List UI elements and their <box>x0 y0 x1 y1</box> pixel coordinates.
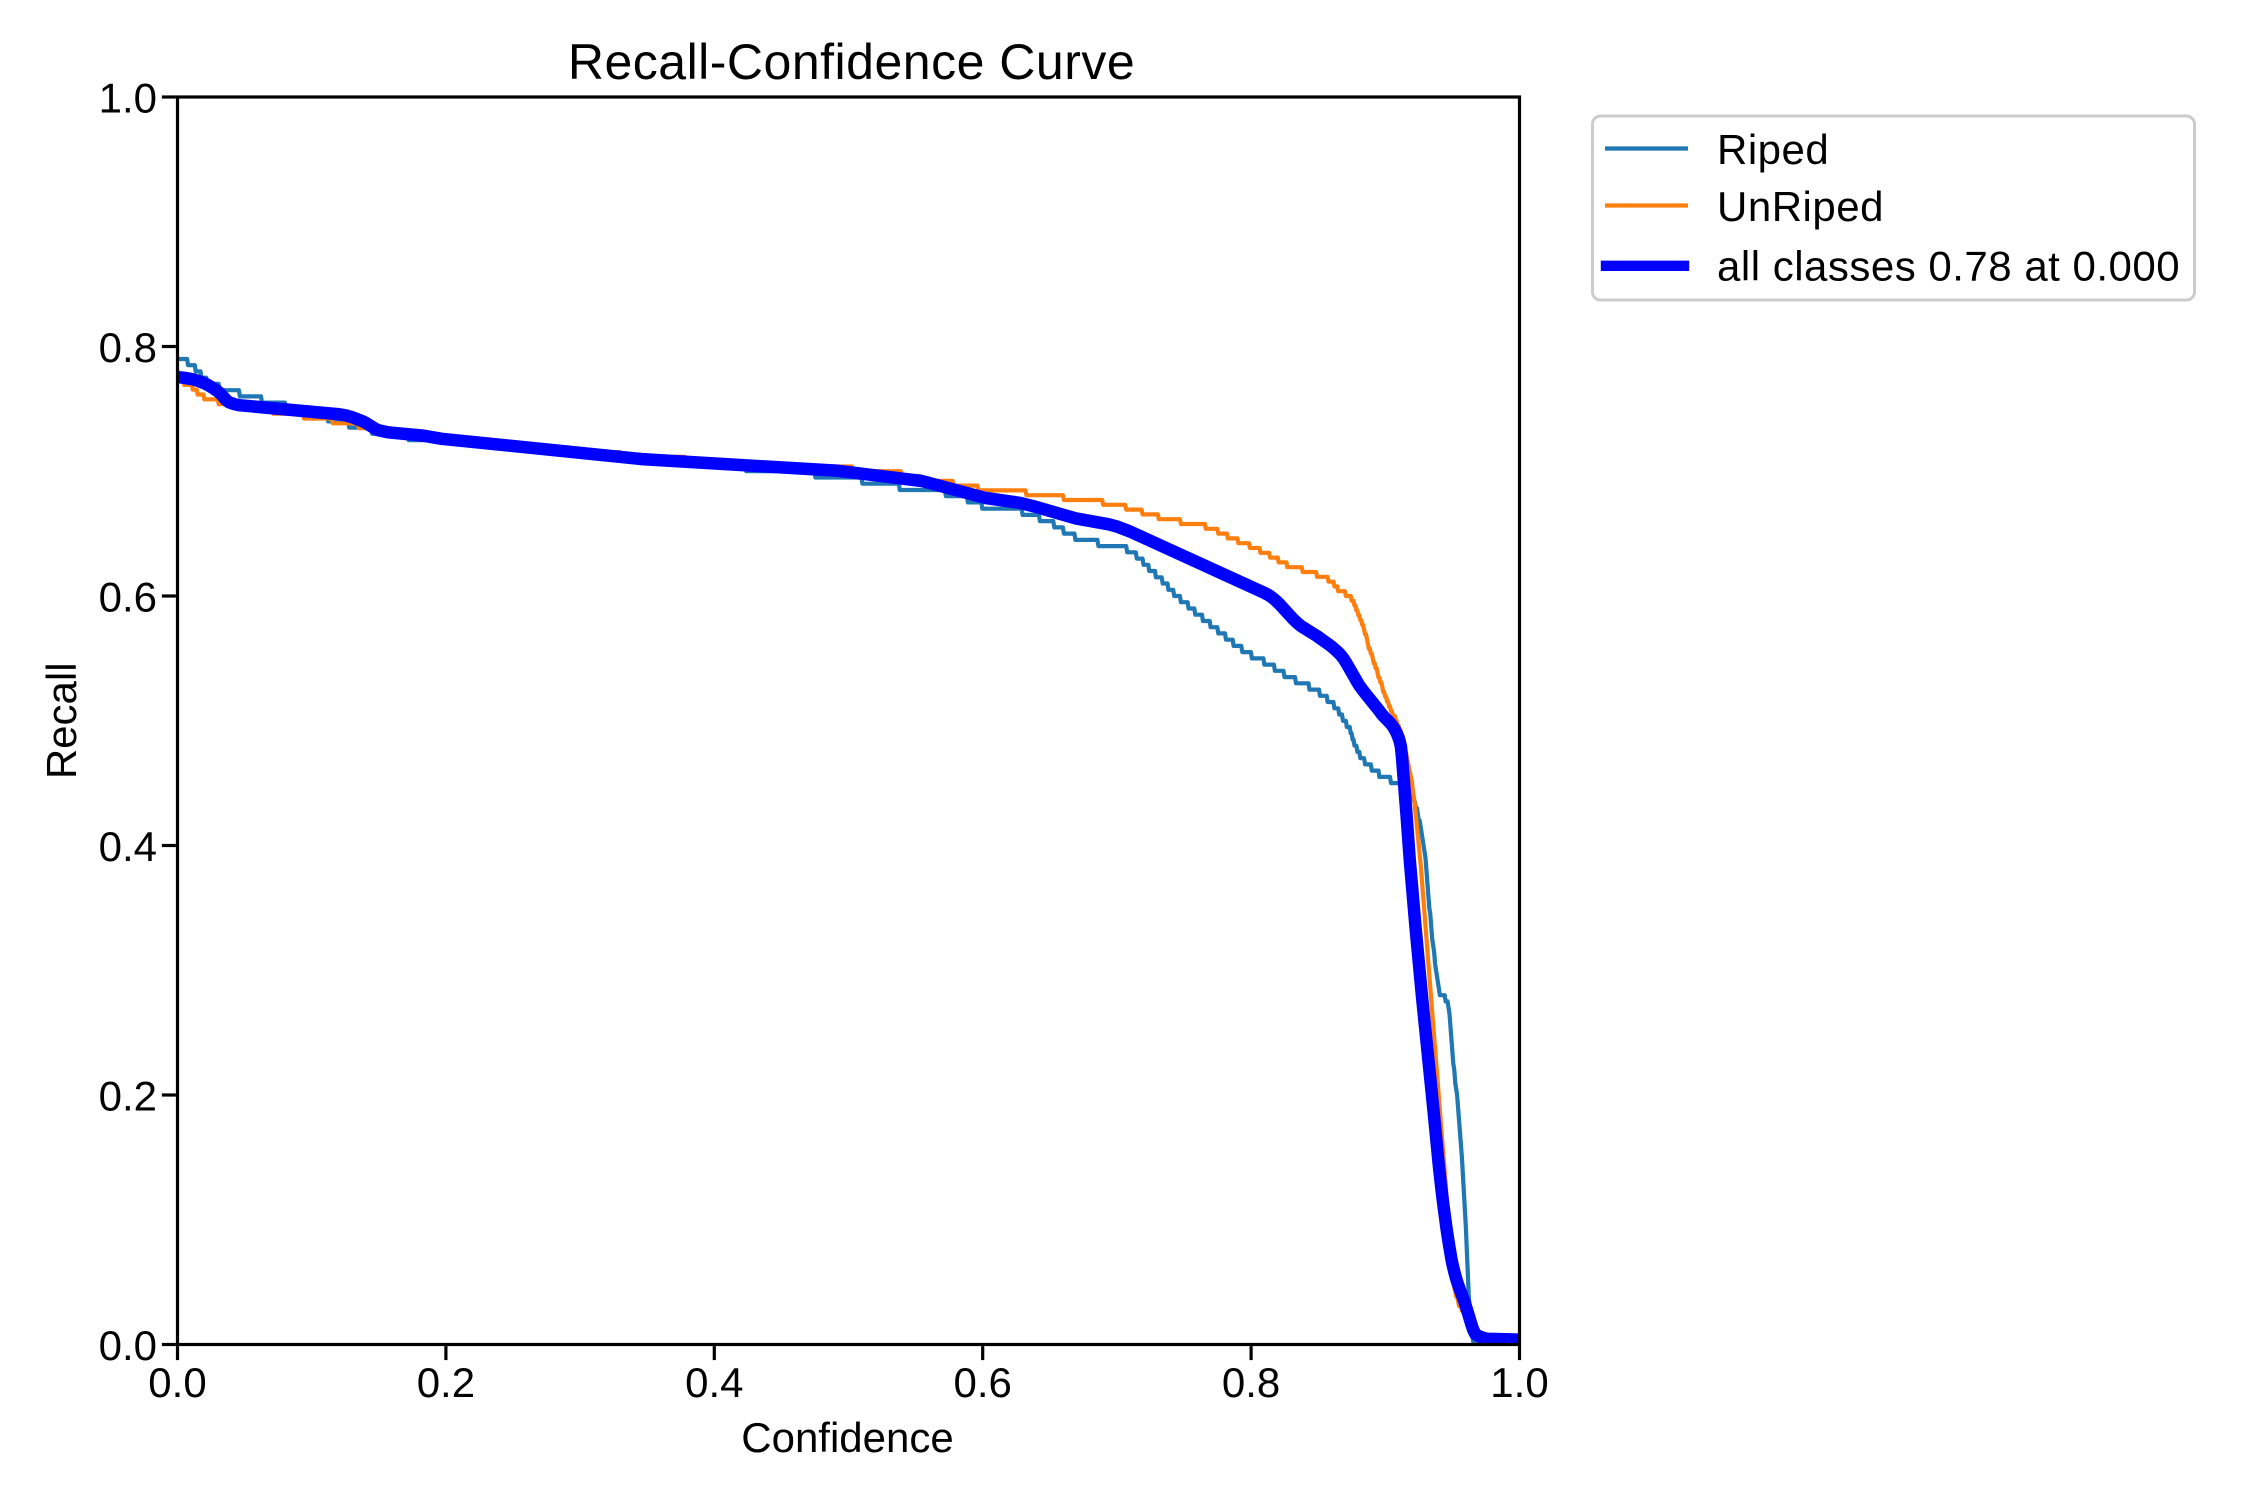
svg-text:Recall-Confidence Curve: Recall-Confidence Curve <box>568 34 1135 90</box>
svg-text:0.0: 0.0 <box>148 1359 206 1406</box>
svg-text:0.4: 0.4 <box>99 823 157 870</box>
svg-text:1.0: 1.0 <box>1490 1359 1548 1406</box>
svg-text:Riped: Riped <box>1717 126 1829 173</box>
svg-text:Recall: Recall <box>38 662 85 779</box>
svg-text:0.0: 0.0 <box>99 1322 157 1369</box>
svg-text:Confidence: Confidence <box>741 1414 953 1461</box>
svg-text:0.8: 0.8 <box>99 324 157 371</box>
svg-text:all classes 0.78 at 0.000: all classes 0.78 at 0.000 <box>1717 243 2180 290</box>
svg-text:0.8: 0.8 <box>1222 1359 1280 1406</box>
svg-text:UnRiped: UnRiped <box>1717 183 1884 230</box>
svg-text:0.6: 0.6 <box>954 1359 1012 1406</box>
svg-text:1.0: 1.0 <box>99 74 157 121</box>
svg-text:0.6: 0.6 <box>99 573 157 620</box>
svg-text:0.2: 0.2 <box>99 1072 157 1119</box>
svg-text:0.2: 0.2 <box>417 1359 475 1406</box>
svg-text:0.4: 0.4 <box>685 1359 743 1406</box>
